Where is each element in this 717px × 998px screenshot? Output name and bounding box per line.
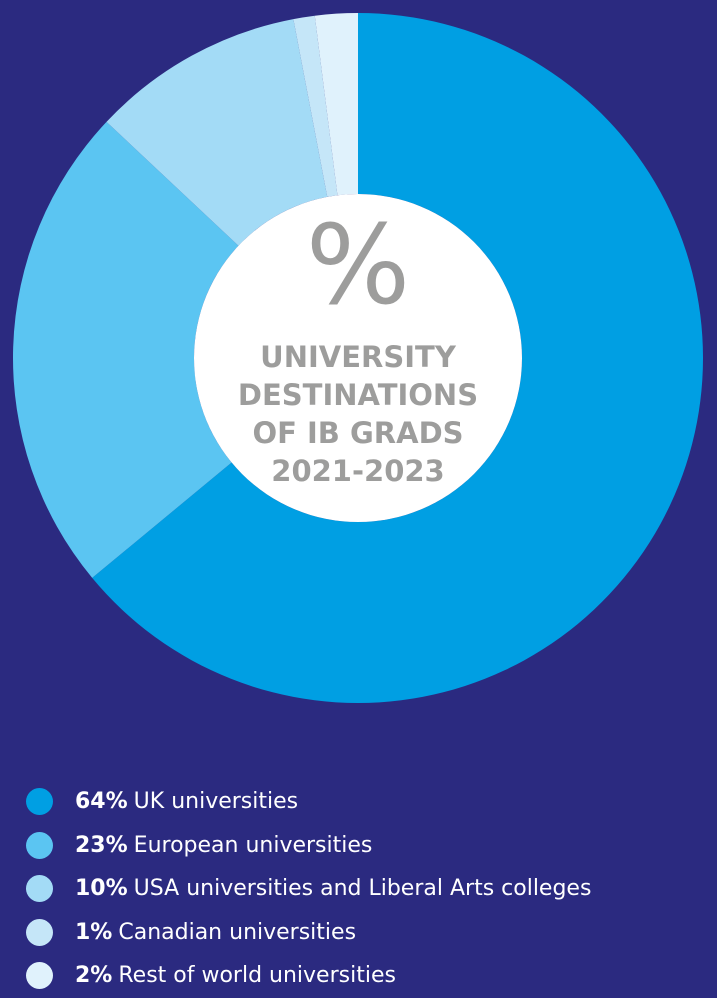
donut-slice [293,15,338,197]
legend-label: UK universities [133,789,299,815]
legend-label: European universities [133,832,373,858]
legend-item: 2% Rest of world universities [26,954,591,998]
chart-title: UNIVERSITY DESTINATIONS OF IB GRADS 2021… [237,340,479,488]
legend-swatch [26,788,53,816]
legend-swatch [26,831,53,859]
legend-label: USA universities and Liberal Arts colleg… [133,876,592,902]
donut-slice [92,13,704,703]
legend-label: Rest of world universities [118,963,396,989]
legend: 64% UK universities 23% European universiti… [26,780,591,998]
legend-item: 64% UK universities [26,780,591,824]
legend-value: 10% [75,876,128,902]
donut-slice [12,121,239,578]
legend-item: 23% European universities [26,824,591,868]
legend-label: Canadian universities [118,919,357,945]
donut-slice [106,19,328,246]
chart [12,13,704,703]
legend-value: 2% [75,963,113,989]
legend-value: 23% [75,832,128,858]
donut-slice [314,13,358,196]
legend-value: 1% [75,919,113,945]
legend-value: 64% [75,789,128,815]
legend-item: 1% Canadian universities [26,911,591,955]
legend-item: 10% USA universities and Liberal Arts col… [26,867,591,911]
legend-swatch [26,875,53,903]
legend-swatch [26,962,53,990]
donut-hole [194,194,522,522]
legend-swatch [26,918,53,946]
center-symbol: % [305,201,411,329]
